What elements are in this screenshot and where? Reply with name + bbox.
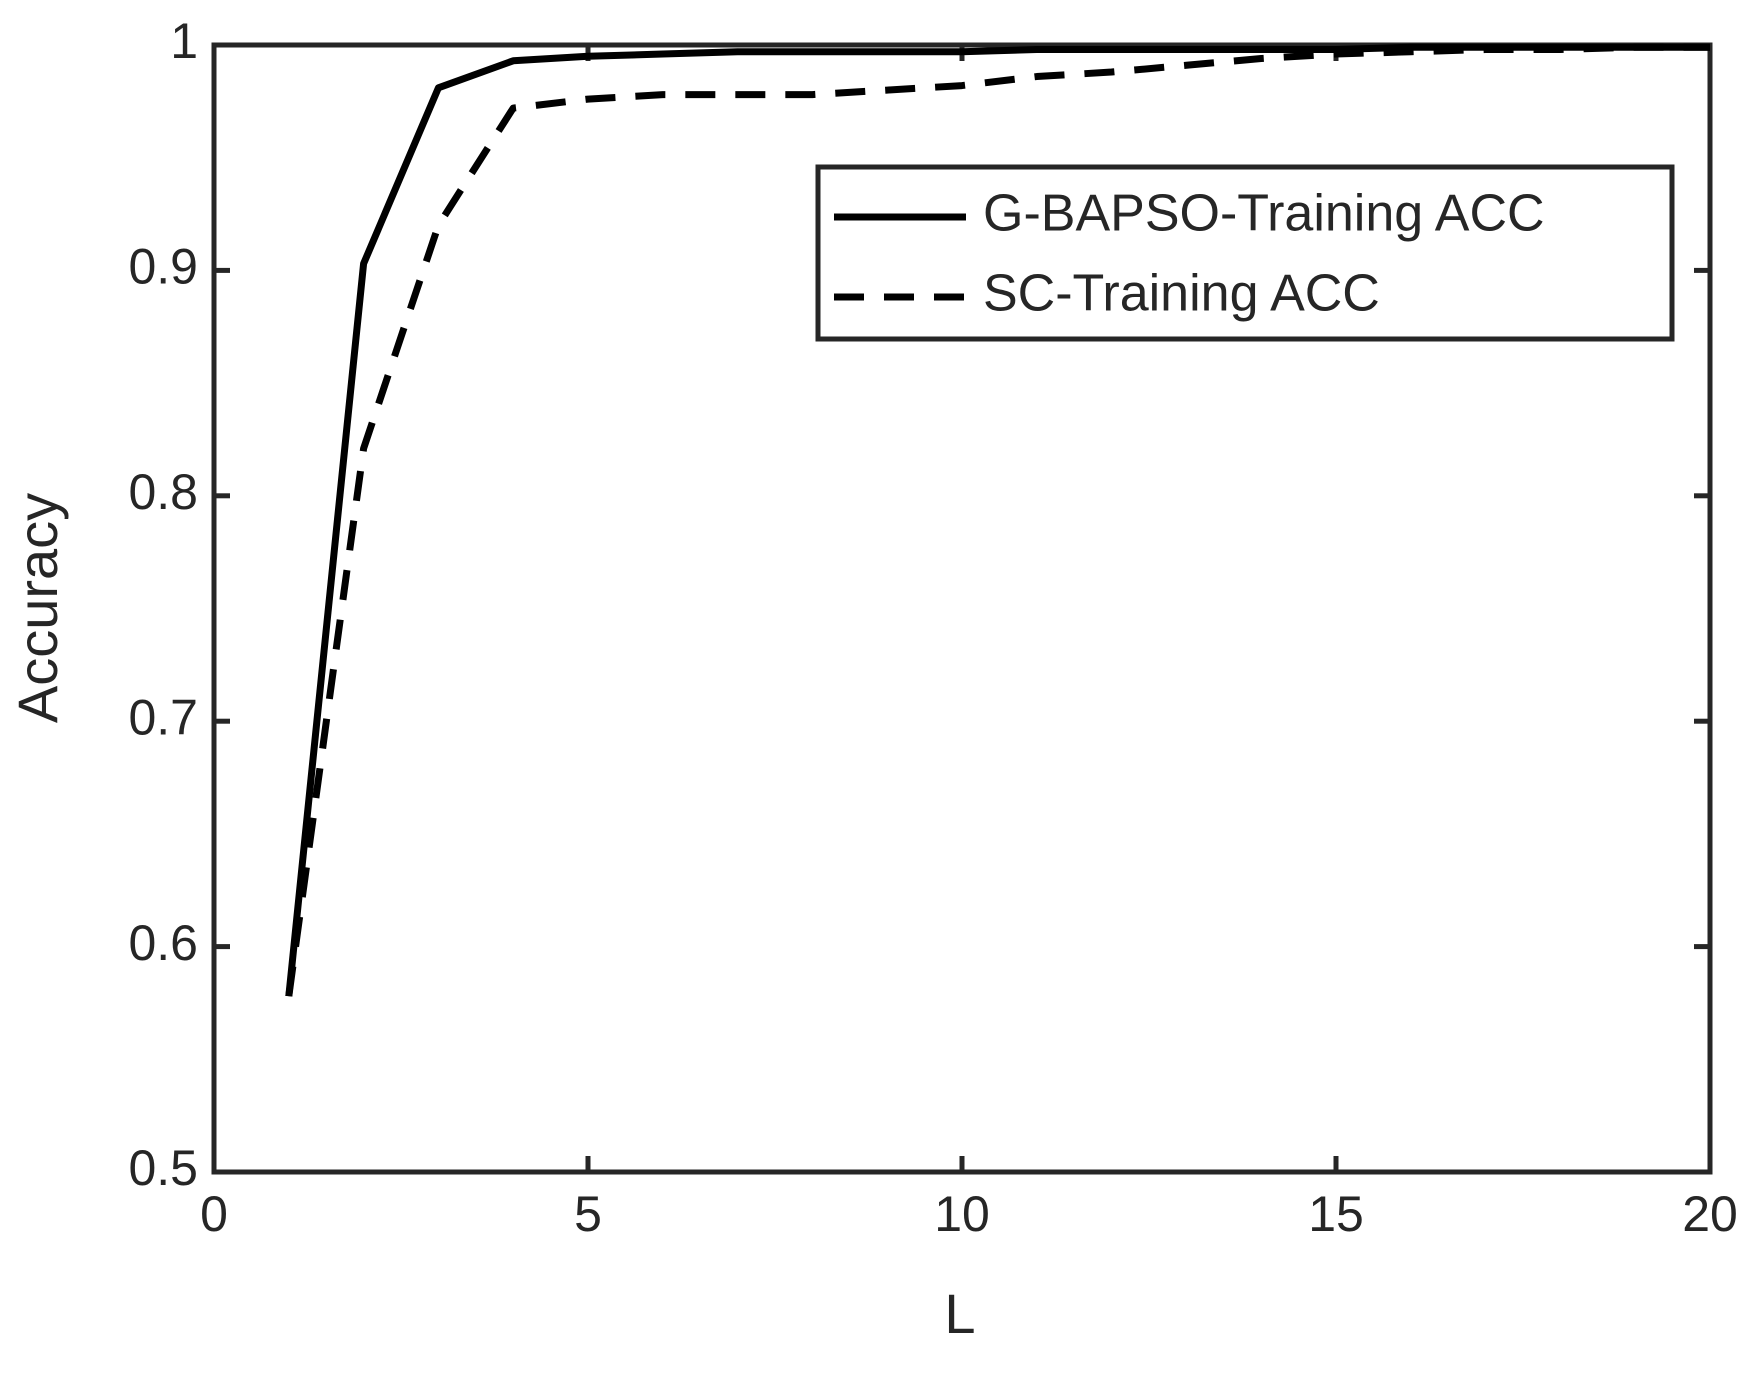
legend-label: SC-Training ACC [983,265,1380,323]
x-tick-label: 10 [934,1186,990,1242]
plot-frame [211,42,1713,1175]
legend-box [815,164,1675,342]
y-tick-label: 0.6 [128,915,198,971]
x-axis-label: L [944,1282,975,1345]
y-tick-label: 1 [170,13,198,69]
y-tick-label: 0.5 [128,1140,198,1196]
x-tick-label: 15 [1308,1186,1364,1242]
x-tick-label: 20 [1682,1186,1738,1242]
y-tick-label: 0.8 [128,464,198,520]
series-line [285,43,1710,997]
y-axis-label: Accuracy [6,493,69,723]
legend-label: G-BAPSO-Training ACC [983,185,1545,243]
x-tick-label: 0 [200,1186,228,1242]
y-tick-label: 0.7 [128,689,198,745]
y-tick-label: 0.9 [128,239,198,295]
x-tick-label: 5 [574,1186,602,1242]
series-line [285,43,1710,997]
